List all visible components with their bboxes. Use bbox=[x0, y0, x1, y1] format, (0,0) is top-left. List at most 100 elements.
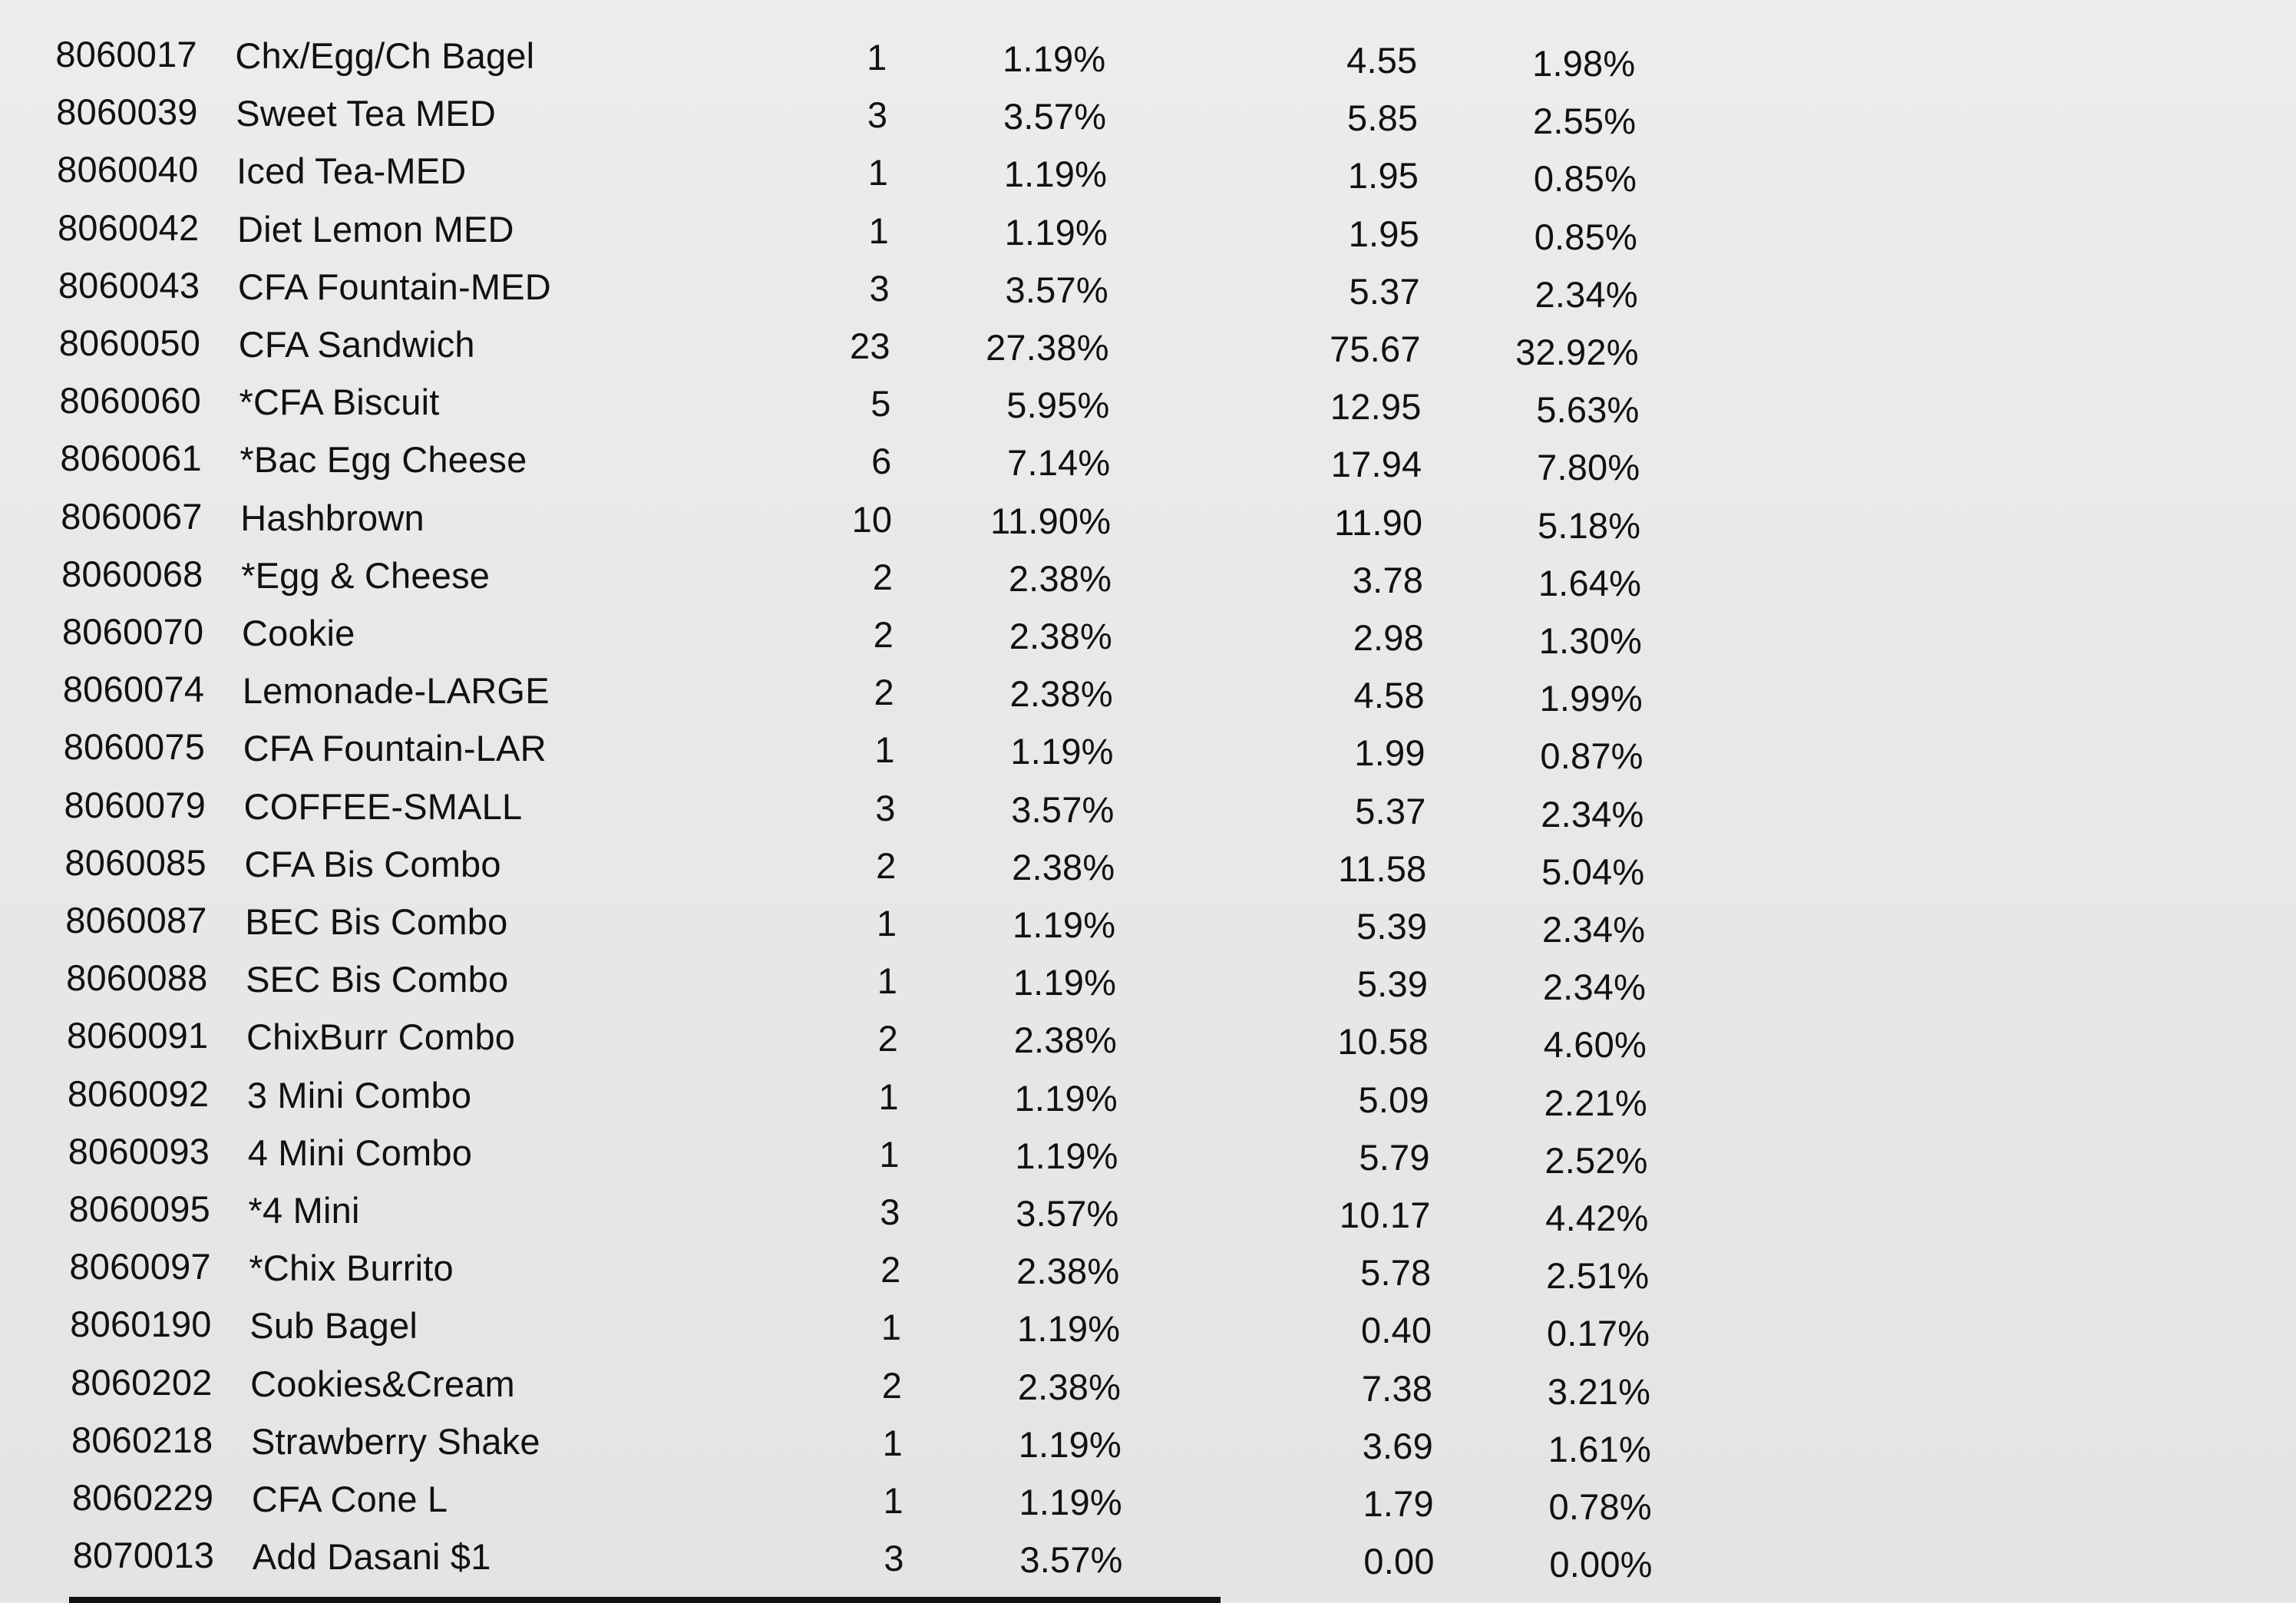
item-code-cell: 8060202 bbox=[71, 1361, 213, 1403]
table-row: 8060093 4 Mini Combo 1 1.19% 5.79 2.52% bbox=[0, 1125, 1766, 1181]
item-amount-percent-cell: 0.87% bbox=[1540, 735, 1644, 777]
table-row: 8060061 *Bac Egg Cheese 6 7.14% 17.94 7.80% bbox=[0, 431, 1766, 488]
item-qty-percent-cell: 2.38% bbox=[1012, 846, 1115, 887]
item-description-cell: CFA Cone L bbox=[251, 1479, 448, 1519]
item-qty-percent-cell: 3.57% bbox=[1003, 96, 1107, 137]
item-qty-percent-cell: 2.38% bbox=[1009, 616, 1112, 656]
table-row: 8060202 Cookies&Cream 2 2.38% 7.38 3.21% bbox=[0, 1356, 1766, 1412]
item-qty-percent-cell: 1.19% bbox=[1010, 731, 1114, 772]
table-row: 8060097 *Chix Burrito 2 2.38% 5.78 2.51% bbox=[0, 1240, 1766, 1296]
item-description-cell: 3 Mini Combo bbox=[246, 1074, 472, 1115]
table-row: 8060050 CFA Sandwich 23 27.38% 75.67 32.92% bbox=[0, 316, 1766, 372]
item-amount-cell: 5.09 bbox=[1358, 1079, 1429, 1120]
item-amount-percent-cell: 32.92% bbox=[1515, 332, 1639, 372]
item-qty-percent-cell: 2.38% bbox=[1008, 557, 1112, 599]
item-qty-percent-cell: 2.38% bbox=[1017, 1366, 1122, 1407]
item-amount-cell: 0.40 bbox=[1360, 1310, 1432, 1351]
item-amount-cell: 3.69 bbox=[1362, 1425, 1433, 1466]
sales-item-table: 8060017 Chx/Egg/Ch Bagel 1 1.19% 4.55 1.98% 80… bbox=[0, 28, 1766, 1585]
table-row: 8060042 Diet Lemon MED 1 1.19% 1.95 0.85% bbox=[0, 201, 1766, 257]
item-code-cell: 8060017 bbox=[55, 34, 197, 74]
item-amount-percent-cell: 2.52% bbox=[1544, 1139, 1648, 1181]
item-qty-cell: 1 bbox=[867, 152, 889, 193]
item-amount-percent-cell: 1.64% bbox=[1538, 562, 1642, 603]
table-row: 8060070 Cookie 2 2.38% 2.98 1.30% bbox=[0, 605, 1766, 661]
item-qty-percent-cell: 3.57% bbox=[1019, 1539, 1123, 1581]
item-qty-cell: 2 bbox=[874, 672, 894, 713]
table-row: 8060091 ChixBurr Combo 2 2.38% 10.58 4.60% bbox=[0, 1009, 1766, 1065]
item-qty-cell: 23 bbox=[850, 326, 890, 366]
item-amount-cell: 1.99 bbox=[1354, 732, 1426, 774]
item-code-cell: 8060067 bbox=[61, 495, 203, 537]
item-amount-cell: 10.58 bbox=[1337, 1021, 1429, 1063]
item-code-cell: 8060070 bbox=[61, 611, 204, 652]
item-description-cell: CFA Bis Combo bbox=[244, 843, 501, 884]
item-description-cell: Cookie bbox=[241, 613, 355, 653]
item-amount-percent-cell: 1.99% bbox=[1539, 678, 1643, 719]
item-code-cell: 8060075 bbox=[63, 726, 206, 768]
item-code-cell: 8060061 bbox=[60, 438, 202, 479]
item-amount-percent-cell: 2.34% bbox=[1535, 273, 1638, 315]
item-qty-percent-cell: 1.19% bbox=[1018, 1423, 1122, 1465]
item-description-cell: Chx/Egg/Ch Bagel bbox=[235, 35, 535, 76]
item-amount-percent-cell: 3.21% bbox=[1547, 1370, 1651, 1412]
item-description-cell: Strawberry Shake bbox=[250, 1420, 540, 1462]
item-qty-percent-cell: 2.38% bbox=[1009, 673, 1113, 715]
item-amount-cell: 1.79 bbox=[1363, 1483, 1434, 1524]
table-row: 8070013 Add Dasani $1 3 3.57% 0.00 0.00% bbox=[0, 1529, 1766, 1585]
item-amount-percent-cell: 0.85% bbox=[1533, 158, 1637, 200]
item-description-cell: *Chix Burrito bbox=[249, 1248, 454, 1289]
item-qty-cell: 1 bbox=[880, 1307, 902, 1348]
item-description-cell: *CFA Biscuit bbox=[239, 382, 440, 423]
item-code-cell: 8060091 bbox=[66, 1015, 209, 1056]
item-code-cell: 8060095 bbox=[68, 1188, 210, 1229]
item-description-cell: CFA Fountain-MED bbox=[237, 266, 551, 307]
table-row: 8060087 BEC Bis Combo 1 1.19% 5.39 2.34% bbox=[0, 894, 1766, 950]
item-qty-cell: 3 bbox=[880, 1192, 900, 1232]
item-amount-cell: 11.58 bbox=[1338, 848, 1427, 889]
item-amount-cell: 5.39 bbox=[1356, 963, 1429, 1005]
item-qty-percent-cell: 5.95% bbox=[1006, 385, 1110, 426]
item-qty-percent-cell: 11.90% bbox=[990, 500, 1112, 541]
item-qty-cell: 6 bbox=[871, 441, 892, 482]
item-description-cell: CFA Fountain-LAR bbox=[243, 728, 547, 769]
table-row: 8060088 SEC Bis Combo 1 1.19% 5.39 2.34% bbox=[0, 951, 1766, 1007]
item-description-cell: Diet Lemon MED bbox=[236, 208, 514, 250]
item-amount-percent-cell: 7.80% bbox=[1537, 447, 1640, 488]
item-code-cell: 8060039 bbox=[56, 91, 198, 133]
item-qty-cell: 2 bbox=[872, 556, 894, 597]
table-row: 8060017 Chx/Egg/Ch Bagel 1 1.19% 4.55 1.98% bbox=[0, 28, 1766, 84]
item-amount-percent-cell: 5.04% bbox=[1541, 851, 1645, 892]
item-qty-percent-cell: 7.14% bbox=[1007, 442, 1111, 484]
item-code-cell: 8060085 bbox=[64, 841, 206, 883]
item-amount-percent-cell: 2.21% bbox=[1544, 1082, 1647, 1123]
item-qty-cell: 3 bbox=[867, 94, 888, 136]
item-amount-percent-cell: 2.34% bbox=[1541, 793, 1644, 835]
item-amount-cell: 11.90 bbox=[1334, 501, 1423, 543]
item-description-cell: COFFEE-SMALL bbox=[243, 785, 523, 827]
item-amount-cell: 5.37 bbox=[1349, 270, 1420, 312]
item-code-cell: 8060040 bbox=[57, 149, 199, 190]
item-code-cell: 8060229 bbox=[71, 1477, 214, 1518]
item-qty-percent-cell: 2.38% bbox=[1013, 1020, 1117, 1061]
item-description-cell: Sweet Tea MED bbox=[236, 93, 496, 134]
table-row: 8060092 3 Mini Combo 1 1.19% 5.09 2.21% bbox=[0, 1067, 1766, 1123]
item-amount-cell: 5.78 bbox=[1360, 1252, 1432, 1294]
item-amount-cell: 10.17 bbox=[1339, 1195, 1431, 1235]
item-description-cell: Hashbrown bbox=[240, 497, 425, 538]
bottom-rule bbox=[69, 1597, 1221, 1603]
item-description-cell: *4 Mini bbox=[248, 1190, 360, 1231]
item-code-cell: 8060043 bbox=[58, 264, 200, 306]
table-row: 8060079 COFFEE-SMALL 3 3.57% 5.37 2.34% bbox=[0, 778, 1766, 835]
table-row: 8060068 *Egg & Cheese 2 2.38% 3.78 1.64% bbox=[0, 547, 1766, 603]
item-qty-cell: 5 bbox=[870, 383, 891, 425]
item-amount-cell: 5.85 bbox=[1346, 98, 1419, 139]
item-amount-percent-cell: 0.00% bbox=[1549, 1544, 1653, 1585]
item-code-cell: 8060050 bbox=[58, 322, 201, 363]
item-amount-cell: 4.55 bbox=[1346, 40, 1418, 81]
table-row: 8060085 CFA Bis Combo 2 2.38% 11.58 5.04% bbox=[0, 836, 1766, 892]
item-code-cell: 8060042 bbox=[57, 207, 200, 248]
table-row: 8060043 CFA Fountain-MED 3 3.57% 5.37 2.34% bbox=[0, 259, 1766, 315]
item-qty-percent-cell: 1.19% bbox=[1003, 38, 1106, 79]
item-amount-cell: 3.78 bbox=[1352, 559, 1424, 600]
